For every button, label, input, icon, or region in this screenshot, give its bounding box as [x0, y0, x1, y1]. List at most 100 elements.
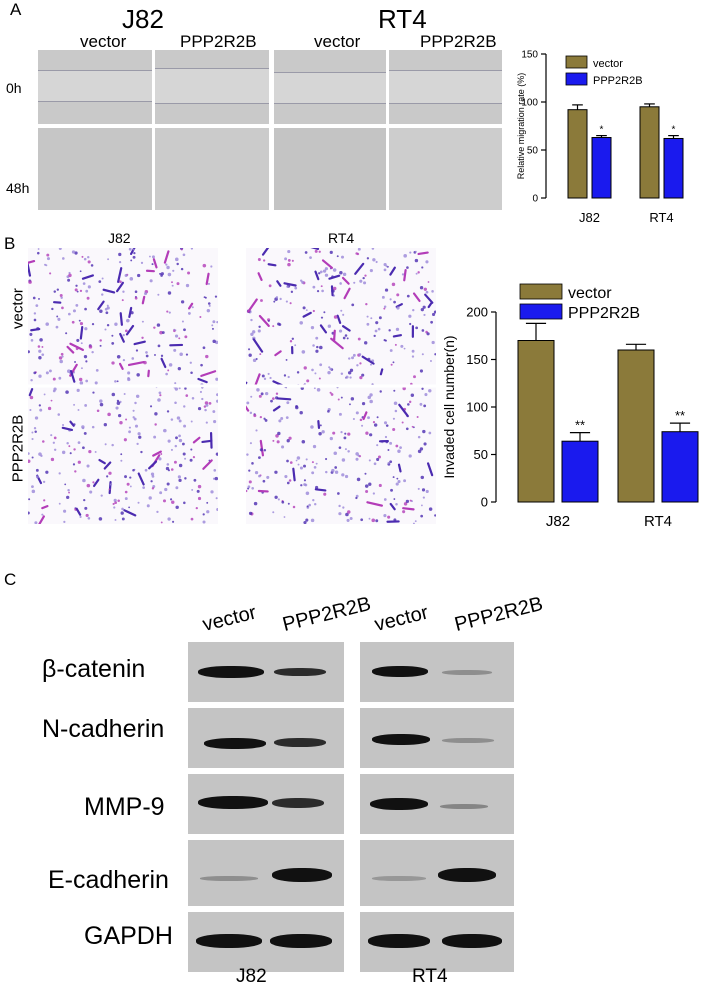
- pore-dot: [397, 480, 401, 484]
- bar-PPP2R2B-RT4: [663, 137, 684, 199]
- pore-dot: [190, 248, 194, 250]
- pore-dot: [129, 277, 134, 281]
- scratch-image-rt4-ppp2r2b-48h: [389, 128, 502, 210]
- stained-cell: [261, 248, 270, 256]
- pore-dot: [171, 284, 174, 287]
- blot-col-vector-rt4: vector: [372, 601, 431, 637]
- pore-dot: [346, 518, 350, 522]
- pore-dot: [135, 394, 140, 399]
- pore-dot: [183, 501, 186, 505]
- stained-cell: [276, 280, 282, 287]
- stained-cell: [424, 293, 434, 304]
- pore-dot: [128, 506, 131, 509]
- pore-dot: [384, 288, 389, 292]
- pore-dot: [272, 325, 275, 328]
- pore-dot: [393, 498, 396, 500]
- pore-dot: [83, 431, 87, 435]
- pore-dot: [38, 349, 42, 353]
- blot-rt4-beta-catenin: [360, 642, 514, 702]
- stained-cell: [321, 259, 334, 269]
- pore-dot: [289, 461, 293, 464]
- stained-cell: [330, 337, 344, 350]
- pore-dot: [165, 372, 168, 376]
- pore-dot: [96, 409, 100, 413]
- pore-dot: [375, 321, 379, 325]
- pore-dot: [205, 354, 209, 359]
- panel-b-title-rt4: RT4: [328, 230, 355, 246]
- pore-dot: [111, 342, 115, 345]
- pore-dot: [345, 375, 349, 379]
- pore-dot: [86, 483, 91, 488]
- pore-dot: [168, 363, 173, 367]
- pore-dot: [77, 409, 80, 411]
- pore-dot: [345, 512, 349, 517]
- pore-dot: [423, 404, 427, 408]
- pore-dot: [301, 350, 306, 354]
- pore-dot: [99, 309, 103, 314]
- pore-dot: [174, 387, 179, 391]
- pore-dot: [248, 348, 251, 351]
- pore-dot: [86, 296, 90, 300]
- blot-rt4-mmp9: [360, 774, 514, 834]
- pore-dot: [396, 306, 400, 310]
- pore-dot: [40, 454, 43, 458]
- pore-dot: [133, 417, 137, 421]
- pore-dot: [100, 494, 103, 497]
- pore-dot: [154, 412, 158, 416]
- pore-dot: [299, 410, 303, 415]
- pore-dot: [388, 329, 391, 332]
- pore-dot: [71, 250, 76, 254]
- pore-dot: [361, 424, 364, 427]
- pore-dot: [85, 360, 88, 363]
- pore-dot: [344, 334, 348, 337]
- pore-dot: [365, 490, 369, 494]
- pore-dot: [215, 377, 218, 381]
- pore-dot: [303, 366, 307, 370]
- stained-cell: [75, 507, 82, 516]
- x-tick-label: RT4: [649, 210, 673, 225]
- pore-dot: [167, 469, 171, 472]
- pore-dot: [132, 469, 135, 472]
- pore-dot: [355, 457, 359, 461]
- pore-dot: [257, 258, 261, 262]
- pore-dot: [339, 282, 342, 285]
- pore-dot: [180, 267, 184, 271]
- pore-dot: [106, 304, 109, 307]
- stained-cell: [317, 419, 321, 429]
- pore-dot: [369, 433, 373, 437]
- pore-dot: [126, 482, 130, 486]
- pore-dot: [255, 357, 258, 361]
- pore-dot: [416, 415, 419, 419]
- stained-cell: [69, 420, 75, 427]
- pore-dot: [174, 329, 177, 332]
- pore-dot: [254, 471, 259, 475]
- pore-dot: [167, 272, 172, 277]
- pore-dot: [376, 416, 379, 419]
- pore-dot: [55, 325, 59, 329]
- pore-dot: [202, 346, 206, 350]
- pore-dot: [359, 279, 363, 283]
- pore-dot: [118, 252, 122, 257]
- pore-dot: [212, 477, 216, 480]
- pore-dot: [64, 483, 67, 486]
- pore-dot: [197, 496, 202, 501]
- pore-dot: [78, 377, 83, 382]
- stained-cell: [417, 251, 429, 256]
- pore-dot: [178, 434, 181, 438]
- pore-dot: [383, 305, 387, 309]
- pore-dot: [114, 322, 118, 326]
- pore-dot: [176, 262, 179, 266]
- pore-dot: [83, 257, 87, 261]
- pore-dot: [160, 521, 163, 524]
- pore-dot: [132, 416, 135, 419]
- pore-dot: [79, 321, 84, 326]
- pore-dot: [166, 310, 169, 313]
- pore-dot: [87, 516, 91, 520]
- pore-dot: [34, 430, 37, 433]
- pore-dot: [39, 408, 43, 412]
- stained-cell: [267, 263, 277, 267]
- pore-dot: [306, 379, 310, 383]
- pore-dot: [168, 311, 171, 314]
- pore-dot: [411, 355, 415, 358]
- pore-dot: [77, 441, 81, 445]
